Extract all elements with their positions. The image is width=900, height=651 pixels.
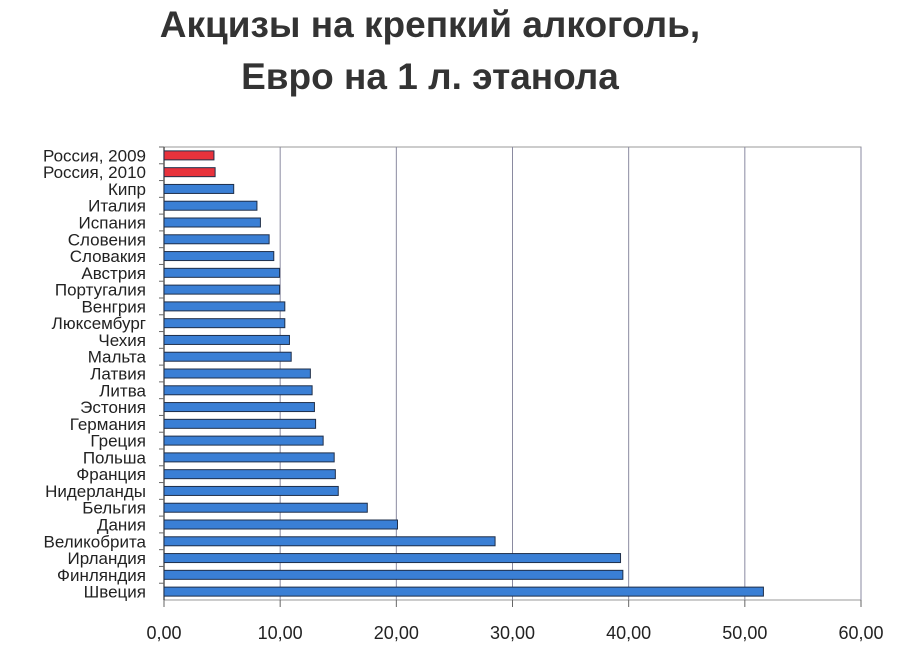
bar: [163, 334, 290, 345]
category-label: Мальта: [88, 348, 147, 367]
category-label: Финляндия: [57, 566, 146, 585]
category-label: Венгрия: [81, 297, 146, 316]
bar: [163, 234, 270, 245]
category-label: Германия: [70, 415, 146, 434]
bar: [163, 251, 275, 262]
bar: [163, 385, 313, 396]
bar: [163, 200, 258, 211]
bar: [163, 418, 317, 429]
bar: [163, 452, 335, 463]
x-tick-label: 30,00: [490, 623, 535, 643]
bar: [163, 183, 235, 194]
x-tick-label: 60,00: [838, 623, 883, 643]
bar: [163, 519, 398, 530]
category-label: Польша: [83, 448, 147, 467]
category-label: Нидерланды: [45, 482, 146, 501]
category-label: Дания: [97, 516, 146, 535]
bar: [163, 553, 622, 564]
bar: [163, 485, 339, 496]
bar: [163, 351, 292, 362]
chart-title: Акцизы на крепкий алкоголь,: [159, 4, 701, 45]
category-label: Испания: [79, 214, 146, 233]
category-label: Литва: [99, 381, 146, 400]
category-label: Эстония: [80, 398, 146, 417]
category-label: Словакия: [70, 247, 146, 266]
category-label: Великобрита: [44, 532, 147, 551]
category-label: Словения: [68, 230, 146, 249]
bar: [163, 586, 764, 597]
category-label: Франция: [76, 465, 146, 484]
category-label: Португалия: [55, 281, 146, 300]
category-label: Латвия: [90, 365, 146, 384]
bar: [163, 267, 281, 278]
category-label: Ирландия: [68, 549, 146, 568]
category-label: Россия, 2009: [43, 146, 146, 165]
x-tick-label: 10,00: [258, 623, 303, 643]
x-tick-label: 40,00: [606, 623, 651, 643]
bar: [163, 368, 311, 379]
x-tick-label: 0,00: [146, 623, 181, 643]
category-label: Россия, 2010: [43, 163, 146, 182]
bar: [163, 502, 368, 513]
bar: [163, 469, 336, 480]
bar: [163, 301, 286, 312]
bar: [163, 167, 216, 178]
category-label: Кипр: [108, 180, 146, 199]
bar: [163, 318, 286, 329]
category-label: Бельгия: [82, 499, 146, 518]
category-label: Австрия: [81, 264, 146, 283]
bar: [163, 435, 324, 446]
chart-subtitle: Евро на 1 л. этанола: [241, 56, 619, 97]
category-label: Чехия: [98, 331, 146, 350]
category-label: Греция: [90, 432, 146, 451]
category-label: Италия: [88, 197, 146, 216]
bar: [163, 217, 261, 228]
bar: [163, 402, 315, 413]
x-tick-label: 50,00: [722, 623, 767, 643]
category-label: Люксембург: [52, 314, 146, 333]
category-label: Швеция: [84, 583, 146, 602]
bar: [163, 569, 624, 580]
bar: [163, 150, 215, 161]
bar: [163, 536, 496, 547]
x-tick-label: 20,00: [374, 623, 419, 643]
bar: [163, 284, 281, 295]
